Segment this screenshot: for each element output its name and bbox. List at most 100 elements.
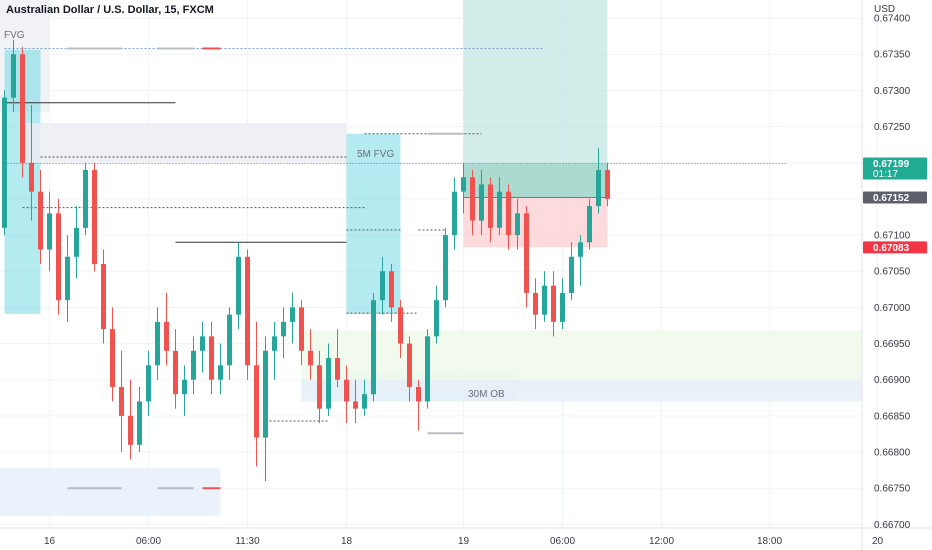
candle[interactable] (542, 271, 547, 322)
time-tick-label: 12:00 (649, 536, 674, 547)
candle[interactable] (173, 329, 178, 409)
candle-body (110, 329, 115, 387)
candle-body (65, 256, 70, 301)
candle[interactable] (551, 271, 556, 337)
price-badge-2 (863, 191, 927, 204)
candle[interactable] (263, 336, 268, 481)
candle[interactable] (353, 379, 358, 424)
candle[interactable] (416, 379, 421, 431)
candle[interactable] (515, 198, 520, 250)
candle[interactable] (83, 162, 88, 236)
time-tick-label: 19 (458, 536, 470, 547)
candle-body (191, 350, 196, 380)
candle[interactable] (398, 300, 403, 359)
candle[interactable] (578, 235, 583, 286)
candle[interactable] (335, 329, 340, 387)
candle[interactable] (65, 235, 70, 322)
candle[interactable] (272, 321, 277, 380)
candle[interactable] (326, 343, 331, 416)
candle[interactable] (101, 249, 106, 344)
candle[interactable] (119, 350, 124, 453)
time-tick-label: 11:30 (235, 536, 260, 547)
candle[interactable] (2, 90, 7, 236)
candle[interactable] (596, 148, 601, 214)
candle[interactable] (47, 191, 52, 272)
candle[interactable] (434, 285, 439, 344)
candle[interactable] (587, 198, 592, 250)
time-axis[interactable]: 16 06:00 11:30 18 19 06:00 12:00 18:00 20 (44, 536, 884, 547)
candle[interactable] (605, 162, 610, 207)
candle[interactable] (506, 184, 511, 250)
candle-body (452, 191, 457, 236)
candle[interactable] (164, 292, 169, 366)
candle[interactable] (524, 206, 529, 308)
candle[interactable] (407, 336, 412, 402)
candle[interactable] (182, 365, 187, 416)
candle[interactable] (560, 278, 565, 330)
candle[interactable] (380, 256, 385, 315)
candle[interactable] (191, 336, 196, 395)
candle[interactable] (92, 162, 97, 272)
candle[interactable] (497, 177, 502, 236)
candle[interactable] (461, 162, 466, 214)
candle[interactable] (479, 169, 484, 236)
candle[interactable] (425, 329, 430, 409)
price-axis[interactable]: 0.674000.673500.673000.672500.672000.671… (874, 14, 911, 531)
candle[interactable] (308, 329, 313, 380)
candle[interactable] (389, 264, 394, 322)
candle[interactable] (155, 307, 160, 380)
candle[interactable] (200, 321, 205, 373)
candle[interactable] (128, 379, 133, 460)
candle[interactable] (290, 292, 295, 344)
candle-body (272, 336, 277, 351)
candle[interactable] (281, 307, 286, 359)
candle[interactable] (299, 300, 304, 366)
candle[interactable] (488, 177, 493, 243)
candle[interactable] (371, 292, 376, 402)
price-tick-label: 0.67300 (874, 86, 911, 97)
candle[interactable] (245, 249, 250, 380)
candle[interactable] (137, 386, 142, 453)
candle[interactable] (218, 343, 223, 395)
candle-body (380, 271, 385, 301)
candle[interactable] (533, 278, 538, 330)
price-tick-label: 0.67350 (874, 50, 911, 61)
price-tick-label: 0.66950 (874, 339, 911, 350)
price-badge-3 (863, 241, 927, 254)
candle-body (317, 365, 322, 409)
candle[interactable] (317, 350, 322, 424)
candle[interactable] (470, 169, 475, 236)
candle-body (353, 401, 358, 409)
candle[interactable] (443, 227, 448, 308)
candle-body (74, 227, 79, 257)
candle[interactable] (254, 321, 259, 467)
candle[interactable] (56, 198, 61, 315)
candle[interactable] (11, 39, 16, 113)
zone-blue-zone-right[interactable] (301, 379, 863, 402)
candle[interactable] (236, 242, 241, 330)
candle[interactable] (209, 321, 214, 395)
price-badge-label: 0.67199 (873, 159, 910, 170)
candle-body (155, 321, 160, 366)
price-badge-1 (863, 157, 927, 180)
candle[interactable] (38, 169, 43, 264)
candle-body (524, 213, 529, 293)
candle[interactable] (362, 379, 367, 416)
position-stop-zone[interactable] (463, 197, 608, 248)
candle[interactable] (20, 47, 25, 178)
price-tick-label: 0.67000 (874, 303, 911, 314)
candle[interactable] (146, 350, 151, 416)
candle[interactable] (452, 177, 457, 250)
candle[interactable] (110, 307, 115, 402)
zone-blue-zone-bottom[interactable] (0, 467, 221, 516)
candle-body (308, 350, 313, 366)
price-axis-currency: USD (874, 4, 896, 15)
candle[interactable] (569, 242, 574, 301)
candle[interactable] (344, 365, 349, 424)
candle[interactable] (29, 104, 34, 221)
candle[interactable] (227, 307, 232, 380)
candle[interactable] (74, 206, 79, 279)
candle-body (398, 307, 403, 344)
zone-5m-fvg[interactable] (22, 122, 347, 163)
